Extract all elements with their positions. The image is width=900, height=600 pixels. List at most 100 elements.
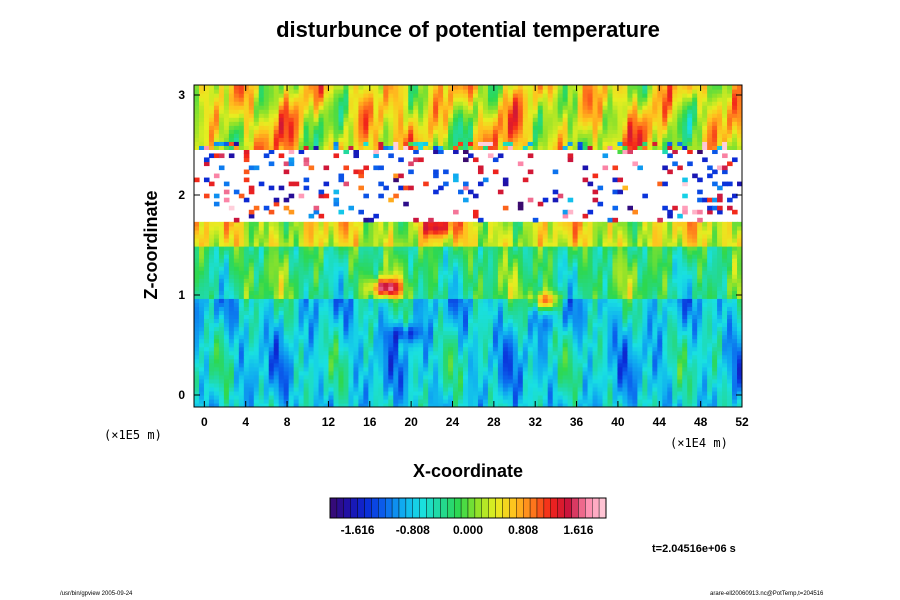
field-cell — [737, 314, 742, 320]
field-cell — [343, 237, 350, 243]
field-cell — [353, 330, 359, 336]
field-cell — [313, 306, 320, 312]
field-cell — [607, 233, 614, 239]
field-cell — [333, 334, 340, 340]
field-cell — [208, 229, 215, 235]
field-cell — [602, 354, 609, 360]
field-cell — [348, 382, 355, 388]
field-cell — [707, 237, 713, 243]
field-cell — [238, 326, 245, 332]
field-cell — [702, 382, 708, 388]
field-cell — [707, 338, 713, 344]
field-cell — [597, 254, 604, 259]
field-cell — [353, 398, 359, 404]
field-cell — [423, 314, 429, 320]
field-cell — [577, 278, 584, 283]
field-cell — [253, 334, 260, 340]
field-cell — [622, 246, 629, 251]
field-cell — [512, 278, 519, 283]
field-cell — [577, 342, 584, 348]
field-cell — [223, 346, 230, 352]
field-cell — [567, 282, 574, 287]
field-cell — [597, 382, 604, 388]
field-cell — [358, 274, 364, 279]
field-cell — [388, 298, 394, 303]
field-cell — [582, 306, 589, 312]
field-cell — [732, 318, 738, 324]
field-cell — [338, 330, 345, 336]
field-cell — [433, 294, 439, 299]
field-cell — [627, 233, 633, 239]
field-cell — [697, 233, 703, 239]
field-cell — [463, 290, 469, 295]
field-cell — [343, 378, 350, 384]
field-cell — [502, 237, 509, 243]
field-cell — [532, 326, 539, 332]
field-cell — [223, 246, 230, 251]
field-cell — [458, 350, 464, 356]
field-cell — [218, 233, 225, 239]
field-cell — [388, 378, 394, 384]
field-cell — [378, 274, 384, 279]
field-cell — [348, 233, 355, 239]
field-cell — [288, 310, 295, 316]
field-cell — [687, 246, 693, 251]
field-cell — [323, 362, 330, 368]
field-cell — [194, 358, 200, 364]
field-cell — [323, 306, 330, 312]
field-cell — [328, 286, 335, 291]
field-cell — [353, 237, 359, 243]
field-cell — [318, 246, 325, 251]
field-cell — [293, 394, 300, 400]
field-cell — [567, 246, 574, 251]
field-cell — [458, 398, 464, 404]
field-cell — [323, 250, 330, 255]
field-cell — [662, 246, 668, 251]
field-cell — [667, 374, 673, 380]
field-cell — [248, 225, 255, 231]
field-cell — [482, 266, 489, 271]
field-cell — [557, 310, 564, 316]
field-cell — [667, 314, 673, 320]
field-cell — [507, 241, 514, 247]
field-cell — [582, 374, 589, 380]
field-cell — [637, 274, 643, 279]
field-cell — [592, 390, 599, 396]
field-cell — [194, 314, 200, 320]
field-cell — [218, 290, 225, 295]
field-cell — [482, 378, 489, 384]
field-cell — [218, 221, 225, 227]
field-cell — [233, 318, 240, 324]
field-cell — [198, 233, 205, 239]
field-cell — [687, 374, 693, 380]
field-cell — [453, 354, 459, 360]
field-cell — [642, 338, 648, 344]
field-cell — [622, 334, 629, 340]
field-cell — [343, 246, 350, 251]
field-cell — [692, 382, 698, 388]
field-cell — [328, 318, 335, 324]
field-cell — [353, 294, 359, 299]
field-cell — [527, 318, 534, 324]
field-cell — [522, 394, 529, 400]
field-cell — [323, 225, 330, 231]
field-cell — [707, 374, 713, 380]
field-cell — [393, 270, 399, 275]
field-cell — [198, 334, 205, 340]
field-cell — [612, 262, 619, 267]
field-cell — [213, 290, 220, 295]
field-cell — [632, 225, 638, 231]
field-cell — [627, 262, 633, 267]
field-cell — [517, 278, 524, 283]
field-cell — [258, 302, 265, 307]
field-cell — [368, 237, 374, 243]
field-cell — [667, 278, 673, 283]
field-cell — [652, 326, 658, 332]
field-cell — [522, 350, 529, 356]
field-cell — [423, 290, 429, 295]
field-cell — [263, 246, 270, 251]
field-cell — [692, 270, 698, 275]
field-cell — [388, 233, 394, 239]
field-cell — [697, 322, 703, 328]
field-cell — [527, 354, 534, 360]
